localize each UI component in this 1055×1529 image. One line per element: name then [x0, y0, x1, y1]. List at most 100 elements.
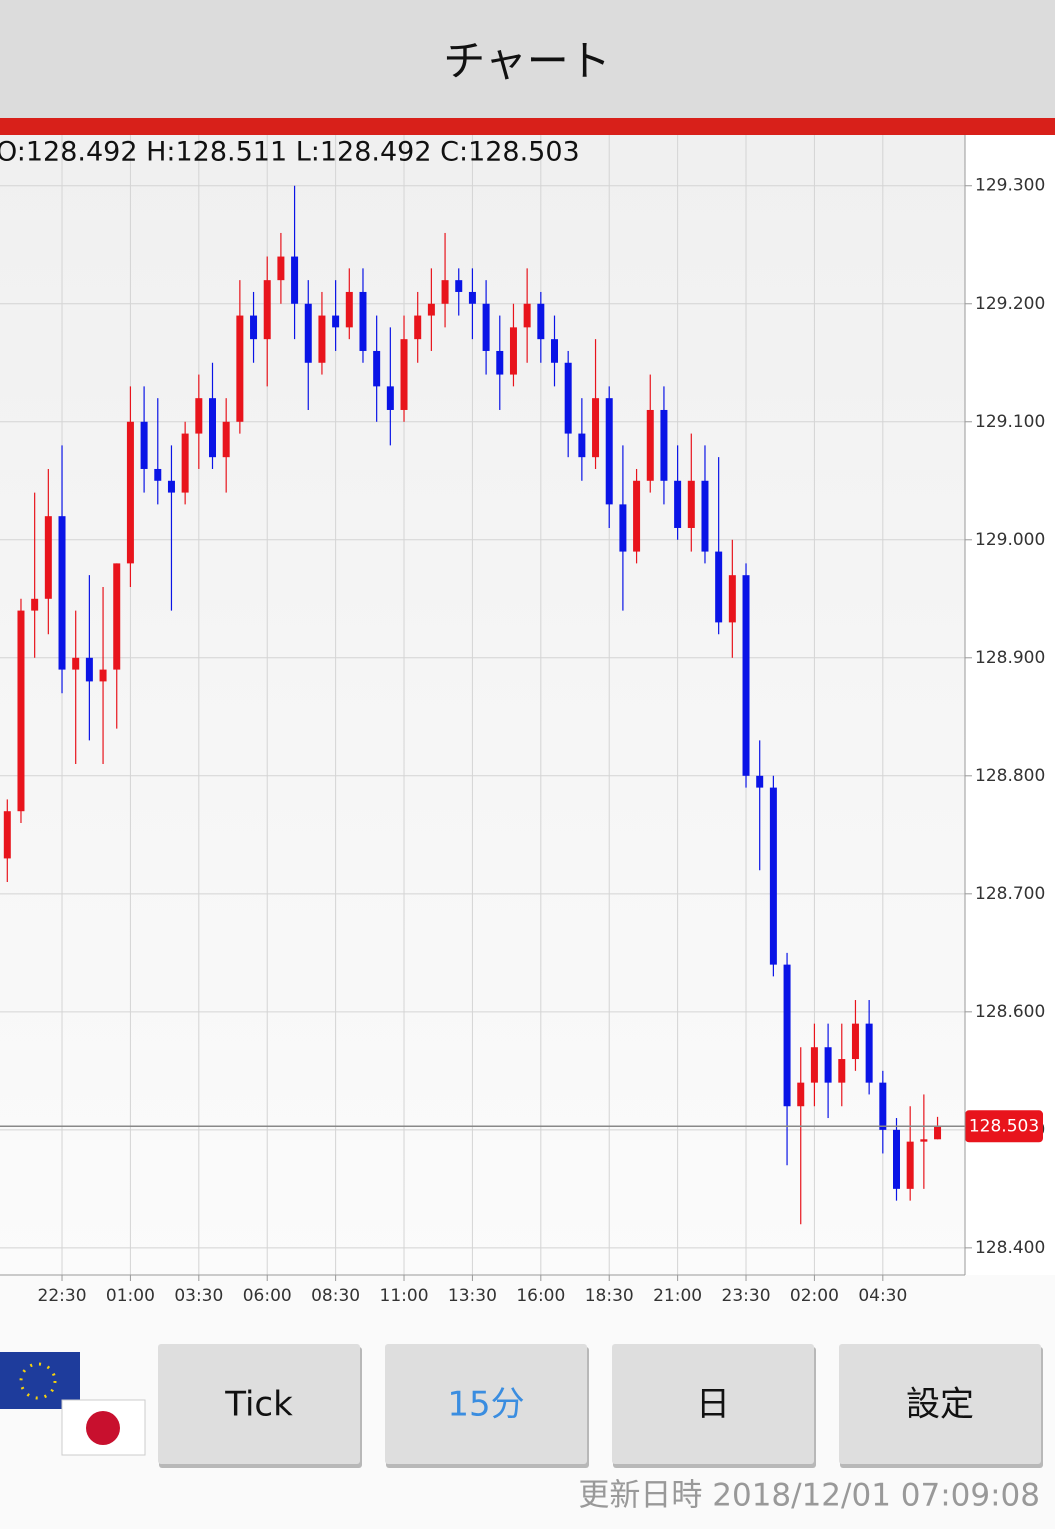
candle-body	[934, 1126, 942, 1140]
accent-bar	[0, 118, 1055, 135]
candle	[468, 268, 476, 340]
candle-body	[715, 551, 723, 623]
candle-body	[756, 775, 764, 788]
candle-body	[386, 386, 394, 410]
candle	[482, 280, 490, 375]
button[interactable]	[839, 1344, 1041, 1464]
candle-body	[263, 280, 271, 340]
candle	[277, 232, 285, 304]
candle	[263, 256, 271, 387]
candle	[728, 539, 736, 658]
candle-body	[701, 480, 709, 552]
candle-body	[824, 1047, 832, 1083]
candle	[783, 952, 791, 1166]
candle-body	[31, 598, 39, 611]
candle-body	[728, 575, 736, 623]
candle	[304, 280, 312, 410]
last-price-box	[965, 1110, 1043, 1143]
candle-body	[126, 421, 134, 564]
button-label[interactable]: Tick	[224, 1385, 293, 1425]
candle	[578, 398, 586, 481]
candle-body	[578, 433, 586, 458]
candle-body	[291, 256, 299, 304]
candle	[523, 268, 531, 363]
candle-body	[3, 811, 11, 859]
candle-body	[797, 1082, 805, 1107]
candle-body	[195, 398, 203, 434]
button-label[interactable]: 設定	[906, 1385, 974, 1425]
candle-body	[373, 350, 381, 387]
candle-body	[44, 516, 52, 599]
candle-body	[181, 433, 189, 493]
candle	[236, 280, 244, 434]
candle	[318, 291, 326, 375]
x-tick-label: 06:00	[243, 1286, 292, 1306]
candle	[31, 492, 39, 658]
chart: 128.400128.500128.600128.700128.800128.9…	[0, 135, 1045, 1306]
candle-body	[509, 327, 517, 375]
candle	[920, 1094, 928, 1189]
candle-body	[537, 303, 545, 340]
candle	[756, 740, 764, 871]
candle-body	[113, 563, 121, 670]
button[interactable]	[385, 1344, 587, 1464]
x-tick-label: 21:00	[653, 1286, 702, 1306]
candle-body	[209, 398, 216, 458]
ohlc-label: O:128.492 H:128.511 L:128.492 C:128.503	[0, 137, 580, 168]
x-tick-label: 01:00	[106, 1286, 155, 1306]
x-tick-label: 08:30	[311, 1286, 360, 1306]
x-tick-label: 02:00	[790, 1286, 839, 1306]
candle	[824, 1023, 832, 1119]
button-label[interactable]: 15分	[447, 1385, 524, 1425]
candle	[810, 1023, 818, 1107]
candle-body	[893, 1129, 900, 1189]
candle-body	[687, 480, 695, 528]
candle	[167, 445, 175, 611]
candle	[633, 468, 641, 564]
candle-body	[906, 1141, 914, 1189]
header-title: チャート	[443, 37, 611, 86]
candle-body	[222, 421, 230, 458]
candle	[250, 291, 258, 363]
candle-body	[72, 657, 80, 670]
button-label[interactable]: 日	[696, 1385, 730, 1425]
candle	[715, 457, 723, 635]
last-price-label: 128.503	[969, 1116, 1039, 1136]
button[interactable]	[612, 1344, 814, 1464]
candle-body	[783, 964, 791, 1107]
x-tick-label: 13:30	[448, 1286, 497, 1306]
candle	[345, 268, 353, 340]
candle-body	[468, 291, 476, 304]
candle	[838, 1023, 846, 1107]
candle-body	[674, 480, 682, 528]
candle	[797, 1047, 805, 1225]
jp-flag	[61, 1399, 146, 1456]
candle-body	[455, 280, 463, 292]
x-tick-label: 18:30	[585, 1286, 634, 1306]
candle	[879, 1070, 887, 1154]
candle	[619, 445, 627, 611]
candle	[455, 268, 463, 316]
candle-body	[838, 1059, 846, 1083]
candle-body	[277, 256, 285, 281]
candle-body	[85, 657, 93, 682]
candle	[373, 315, 381, 422]
candle	[140, 386, 148, 493]
y-tick-label: 129.000	[975, 530, 1045, 550]
candle	[113, 563, 121, 729]
candle-body	[154, 468, 162, 481]
candle	[359, 268, 367, 363]
candle-body	[414, 315, 422, 340]
y-tick-label: 129.300	[975, 176, 1045, 196]
candle-body	[400, 339, 408, 410]
candle-body	[592, 398, 600, 458]
x-tick-label: 03:30	[174, 1286, 223, 1306]
candle	[701, 445, 709, 564]
candle	[222, 398, 230, 493]
candle-body	[633, 480, 641, 552]
button[interactable]	[158, 1344, 360, 1464]
candle	[441, 232, 449, 328]
candle-body	[564, 362, 572, 434]
candle-body	[769, 787, 777, 965]
candle-body	[332, 315, 340, 328]
